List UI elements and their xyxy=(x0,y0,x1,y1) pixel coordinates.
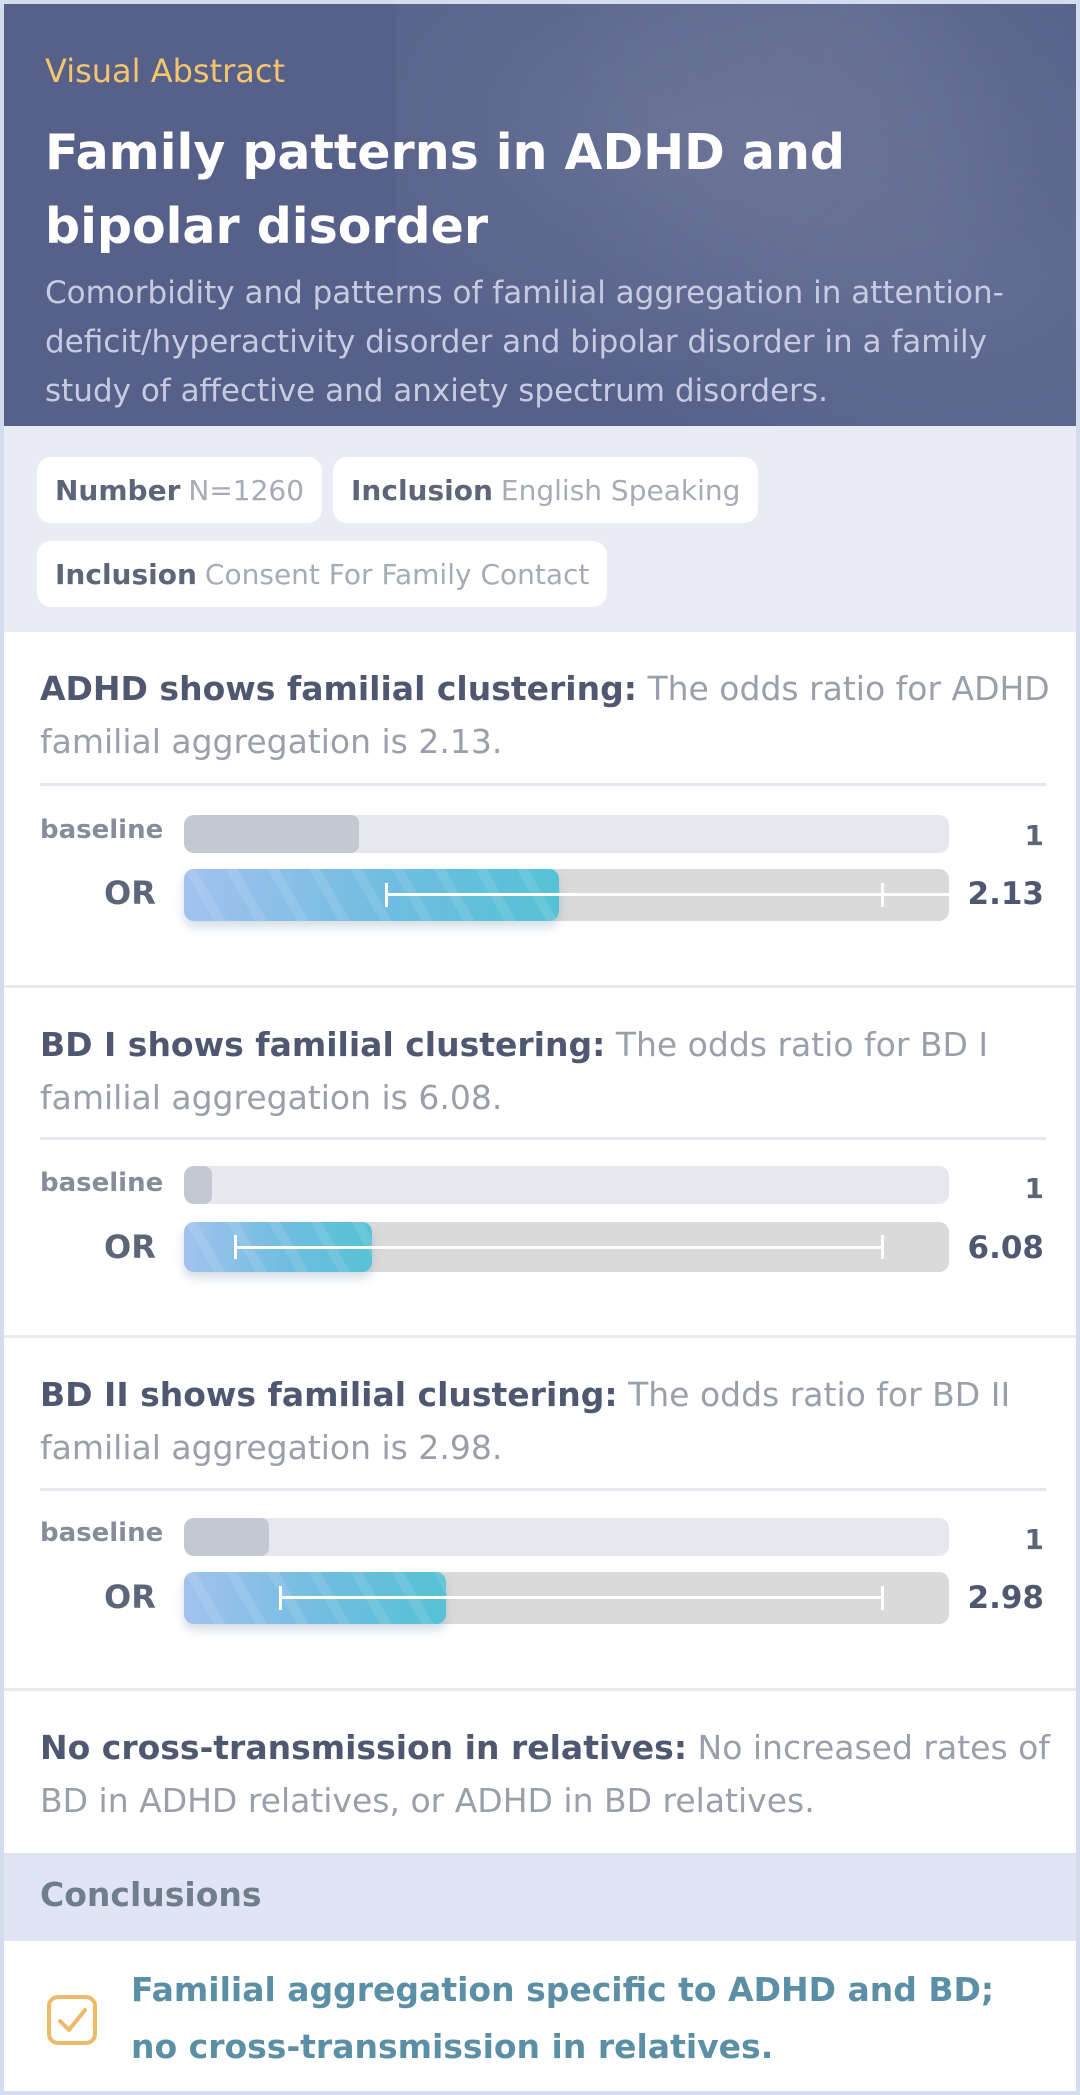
page-subtitle: Comorbidity and patterns of familial agg… xyxy=(45,275,1004,409)
tag-key: Inclusion xyxy=(351,473,493,507)
confidence-interval-line xyxy=(235,1246,882,1249)
conclusion-text: Familial aggregation specific to ADHD an… xyxy=(131,1970,995,2066)
or-label: OR xyxy=(104,1578,156,1616)
confidence-interval-upper-cap xyxy=(881,1235,884,1259)
baseline-bar-fill xyxy=(184,1518,269,1556)
tag-value: English Speaking xyxy=(500,473,741,507)
finding-statement: BD II shows familial clustering: The odd… xyxy=(40,1368,1050,1474)
or-value: 2.13 xyxy=(967,876,1045,912)
or-value: 2.98 xyxy=(967,1580,1045,1616)
tag-value: N=1260 xyxy=(188,473,305,507)
confidence-interval-lower-cap xyxy=(279,1586,282,1610)
or-label: OR xyxy=(104,874,156,912)
tag-key: Number xyxy=(55,473,181,507)
baseline-label: baseline xyxy=(40,1168,164,1198)
baseline-bar-track xyxy=(184,815,949,853)
confidence-interval-upper-cap xyxy=(881,883,884,907)
check-square-icon xyxy=(47,1995,97,2045)
baseline-label: baseline xyxy=(40,1518,164,1548)
baseline-value: 1 xyxy=(1024,1172,1044,1205)
baseline-bar-fill xyxy=(184,815,359,853)
finding-statement: BD I shows familial clustering: The odds… xyxy=(40,1018,1050,1124)
conclusions-header: Conclusions xyxy=(4,1853,1076,1941)
conclusions-heading: Conclusions xyxy=(40,1875,262,1914)
baseline-bar-fill xyxy=(184,1166,212,1204)
finding-heading: BD II shows familial clustering: xyxy=(40,1375,618,1414)
header: Visual Abstract Family patterns in ADHD … xyxy=(4,4,1076,426)
divider xyxy=(40,1488,1046,1491)
divider xyxy=(40,1137,1046,1140)
confidence-interval-lower-cap xyxy=(385,883,388,907)
finding-heading: ADHD shows familial clustering: xyxy=(40,669,637,708)
confidence-interval-upper-cap xyxy=(881,1586,884,1610)
finding-text: The odds ratio for BD I familial aggrega… xyxy=(40,1025,989,1117)
or-bar-track xyxy=(184,1222,949,1272)
finding-statement: No cross-transmission in relatives: No i… xyxy=(40,1721,1050,1827)
finding-bd-ii: BD II shows familial clustering: The odd… xyxy=(4,1338,1076,1691)
baseline-label: baseline xyxy=(40,815,164,845)
finding-text: No increased rates of BD in ADHD relativ… xyxy=(40,1728,1050,1820)
confidence-interval-line xyxy=(386,893,1063,896)
conclusions-body: Familial aggregation specific to ADHD an… xyxy=(4,1941,1076,2091)
finding-text: The odds ratio for BD II familial aggreg… xyxy=(40,1375,1011,1467)
confidence-interval-lower-cap xyxy=(234,1235,237,1259)
header-background-image xyxy=(396,4,1076,426)
or-bar-track xyxy=(184,1572,949,1624)
confidence-interval-line xyxy=(280,1596,882,1599)
baseline-bar-track xyxy=(184,1518,949,1556)
baseline-value: 1 xyxy=(1024,819,1044,852)
tag-number: Number N=1260 xyxy=(37,457,323,523)
baseline-bar-track xyxy=(184,1166,949,1204)
eyebrow-label: Visual Abstract xyxy=(45,52,286,90)
finding-adhd: ADHD shows familial clustering: The odds… xyxy=(4,632,1076,988)
page-title: Family patterns in ADHD and bipolar diso… xyxy=(45,124,845,255)
baseline-value: 1 xyxy=(1024,1523,1044,1556)
tag-inclusion-language: Inclusion English Speaking xyxy=(333,457,759,523)
study-tags: Number N=1260 Inclusion English Speaking… xyxy=(4,426,1076,632)
or-label: OR xyxy=(104,1228,156,1266)
finding-bd-i: BD I shows familial clustering: The odds… xyxy=(4,988,1076,1338)
tag-key: Inclusion xyxy=(55,557,197,591)
finding-heading: BD I shows familial clustering: xyxy=(40,1025,606,1064)
or-value: 6.08 xyxy=(967,1230,1045,1266)
tag-value: Consent For Family Contact xyxy=(204,557,590,591)
finding-no-cross-transmission: No cross-transmission in relatives: No i… xyxy=(4,1691,1076,1853)
or-bar-track xyxy=(184,869,1063,921)
finding-heading: No cross-transmission in relatives: xyxy=(40,1728,688,1767)
finding-statement: ADHD shows familial clustering: The odds… xyxy=(40,662,1050,768)
divider xyxy=(40,783,1046,786)
finding-text: The odds ratio for ADHD familial aggrega… xyxy=(40,669,1050,761)
tag-inclusion-consent: Inclusion Consent For Family Contact xyxy=(37,541,608,607)
